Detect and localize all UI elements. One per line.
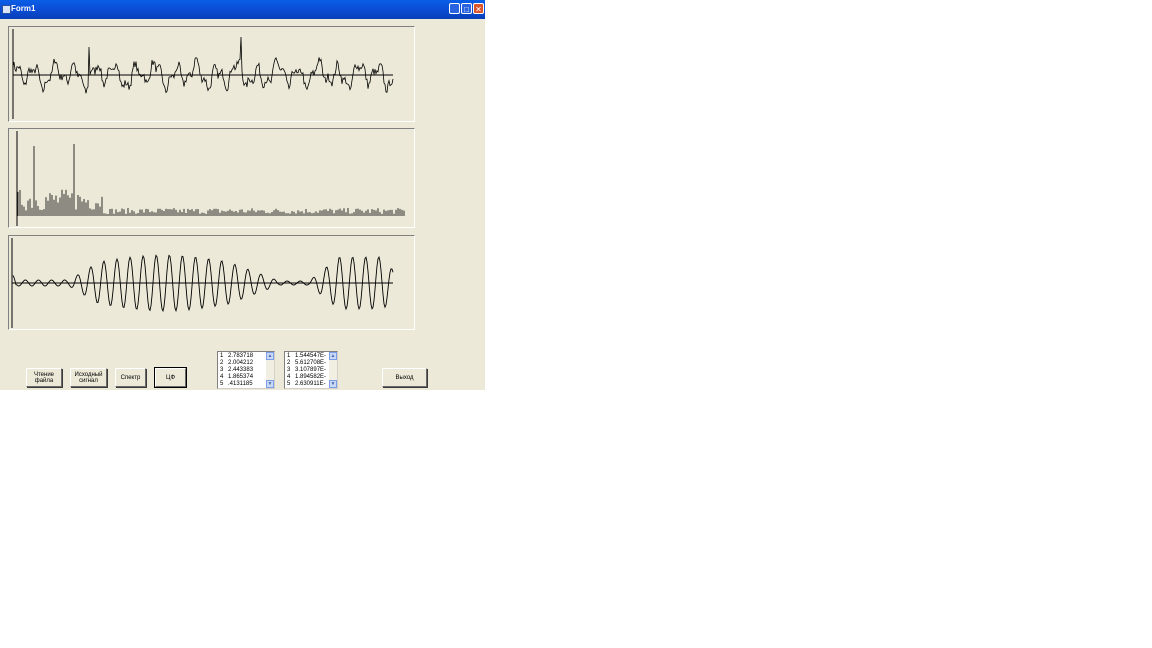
scroll-down-icon[interactable]: ▼: [329, 380, 337, 388]
list-item[interactable]: 2 5.612708E-: [287, 360, 326, 367]
list-item-index: 2: [287, 360, 291, 366]
list-item[interactable]: 4 1.894582E-: [287, 374, 326, 381]
list-item-value: 1.865374: [228, 374, 254, 380]
list-item[interactable]: 4 1.865374: [220, 374, 253, 381]
scroll-down-icon[interactable]: ▼: [266, 380, 274, 388]
list-item[interactable]: 5 2.630911E-: [287, 381, 326, 388]
close-icon[interactable]: ✕: [473, 3, 484, 14]
list-item-index: 4: [287, 374, 291, 380]
scroll-up-icon[interactable]: ▲: [266, 352, 274, 360]
list-item-value: 1.544547E-: [295, 353, 327, 359]
list-item-index: 2: [220, 360, 224, 366]
list-item-index: 3: [220, 367, 224, 373]
list-item-value: 2.443383: [228, 367, 254, 373]
list-item-value: 2.783718: [228, 353, 254, 359]
window-title: Form1: [11, 4, 36, 13]
window-icon[interactable]: [2, 5, 11, 14]
source-signal-plot: [8, 26, 415, 122]
list-item[interactable]: 5 .4131185: [220, 381, 253, 388]
list-item-value: 3.107897E-: [295, 367, 327, 373]
list-item[interactable]: 3 3.107897E-: [287, 367, 326, 374]
title-bar[interactable]: Form1 _ □ ✕: [0, 0, 485, 19]
signal-values-listbox[interactable]: 1 2.783718 2 2.004212 3 2.443383 4 1.865374 5 .41…: [217, 351, 275, 389]
signal-curve: [12, 36, 394, 94]
list-item-value: 5.612708E-: [295, 360, 327, 366]
list-item-index: 1: [220, 353, 224, 359]
list-item-index: 3: [287, 367, 291, 373]
list-item-index: 4: [220, 374, 224, 380]
spectrum-bars: [17, 144, 405, 216]
scroll-up-icon[interactable]: ▲: [329, 352, 337, 360]
form-window: Form1 _ □ ✕ Чтение файла Исходный сигнал…: [0, 0, 485, 390]
list-item[interactable]: 3 2.443383: [220, 367, 253, 374]
list-item-index: 5: [287, 381, 291, 387]
spectrum-values-listbox[interactable]: 1 1.544547E- 2 5.612708E- 3 3.107897E- 4 1.8945…: [284, 351, 338, 389]
filtered-curve: [12, 254, 394, 313]
read-file-button[interactable]: Чтение файла: [26, 368, 62, 387]
source-signal-button[interactable]: Исходный сигнал: [70, 368, 107, 387]
maximize-icon[interactable]: □: [461, 3, 472, 14]
filtered-signal-plot: [8, 235, 415, 330]
scrollbar[interactable]: ▲ ▼: [329, 352, 337, 388]
list-item-index: 1: [287, 353, 291, 359]
list-item-index: 5: [220, 381, 224, 387]
scrollbar[interactable]: ▲ ▼: [266, 352, 274, 388]
digital-filter-button[interactable]: ЦФ: [154, 367, 187, 388]
list-item-value: 2.630911E-: [295, 381, 326, 387]
spectrum-plot: [8, 128, 415, 228]
spectrum-button[interactable]: Спектр: [115, 368, 146, 387]
list-item-value: 2.004212: [228, 360, 254, 366]
exit-button[interactable]: Выход: [382, 368, 427, 387]
list-item[interactable]: 1 2.783718: [220, 353, 253, 360]
list-item[interactable]: 2 2.004212: [220, 360, 253, 367]
list-item-value: .4131185: [228, 381, 253, 387]
minimize-icon[interactable]: _: [449, 3, 460, 14]
list-item[interactable]: 1 1.544547E-: [287, 353, 326, 360]
list-item-value: 1.894582E-: [295, 374, 327, 380]
